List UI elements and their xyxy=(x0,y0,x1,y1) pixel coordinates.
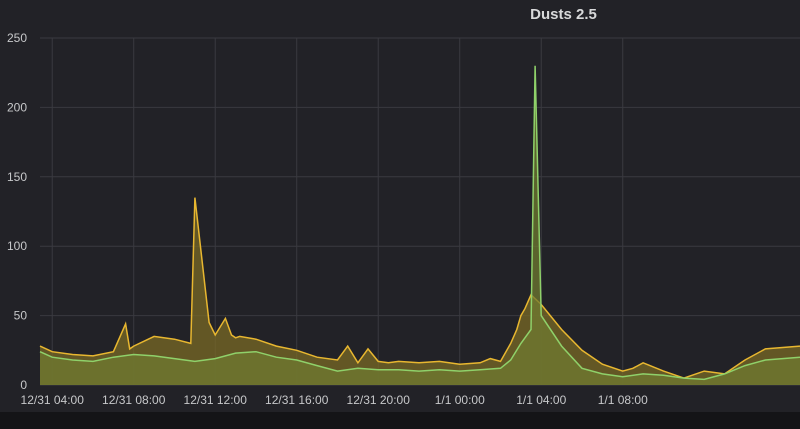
series-yellow-line xyxy=(39,197,800,379)
series-yellow-area xyxy=(40,197,800,385)
y-tick-label: 0 xyxy=(20,378,27,392)
y-tick-label: 50 xyxy=(14,309,28,323)
series-green-line xyxy=(39,65,800,381)
y-tick-label: 200 xyxy=(7,100,27,114)
x-tick-label: 12/31 08:00 xyxy=(102,393,166,407)
x-tick-label: 1/1 08:00 xyxy=(598,393,648,407)
x-tick-label: 12/31 20:00 xyxy=(347,393,411,407)
x-tick-label: 12/31 16:00 xyxy=(265,393,329,407)
bottom-scroll-strip xyxy=(0,412,800,429)
y-tick-label: 150 xyxy=(7,170,27,184)
x-tick-label: 12/31 12:00 xyxy=(184,393,248,407)
y-tick-label: 100 xyxy=(7,239,27,253)
x-tick-label: 1/1 04:00 xyxy=(516,393,566,407)
x-tick-label: 1/1 00:00 xyxy=(435,393,485,407)
panel-title[interactable]: Dusts 2.5 xyxy=(530,6,597,23)
x-tick-label: 12/31 04:00 xyxy=(21,393,85,407)
y-tick-label: 250 xyxy=(7,31,27,45)
